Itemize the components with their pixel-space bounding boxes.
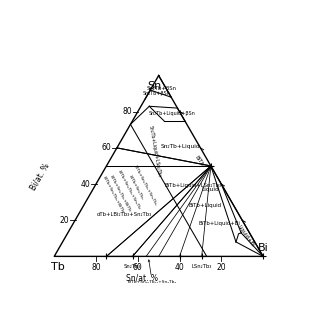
Text: 60: 60 (133, 263, 143, 272)
Text: BiTb+Liquid+LSn₂Tb₃: BiTb+Liquid+LSn₂Tb₃ (164, 183, 222, 188)
Text: 20: 20 (60, 216, 69, 225)
Text: 60: 60 (101, 143, 111, 152)
Text: Sn₂Tb+Liquid: Sn₂Tb+Liquid (161, 144, 200, 148)
Text: BiTb+Sn₂Tb₃: BiTb+Sn₂Tb₃ (127, 174, 144, 201)
Text: Sn/at. %: Sn/at. % (126, 274, 158, 283)
Text: 80: 80 (91, 263, 101, 272)
Text: Sn: Sn (148, 81, 162, 92)
Text: Bi: Bi (258, 243, 268, 253)
Text: BiTb+Sn₂Tb₃+Sn₂Tb: BiTb+Sn₂Tb₃+Sn₂Tb (116, 169, 140, 210)
Text: BiTb+Liquid+Bi: BiTb+Liquid+Bi (198, 221, 240, 226)
Text: Liquid+Bi: Liquid+Bi (236, 224, 255, 247)
Text: 40: 40 (80, 180, 90, 188)
Text: Sn₂Tb+βSn: Sn₂Tb+βSn (147, 86, 177, 91)
Text: αTb+LBi₂Tb₃+Sn₂Tb₃: αTb+LBi₂Tb₃+Sn₂Tb₃ (97, 212, 152, 217)
Text: BiTb: BiTb (194, 154, 205, 167)
Text: 40: 40 (175, 263, 184, 272)
Text: Bi/at. %: Bi/at. % (28, 162, 51, 192)
Text: BiTb+Sn₅Tb₃+BiTb: BiTb+Sn₅Tb₃+BiTb (101, 176, 124, 214)
Text: Sn₂Tb+Liquid+βSn: Sn₂Tb+Liquid+βSn (149, 111, 196, 116)
Text: BiTb+Sn₂Tb₃+Sn₂Tb₂: BiTb+Sn₂Tb₃+Sn₂Tb₂ (132, 165, 157, 207)
Text: Sn₂Tb+βSn: Sn₂Tb+βSn (142, 91, 170, 96)
Text: BiTb+Sn₁₀Tb₁₁+Sn₄Tb₃: BiTb+Sn₁₀Tb₁₁+Sn₄Tb₃ (128, 260, 177, 284)
Text: BiTb+Sn₂Tb₂+BiTb: BiTb+Sn₂Tb₂+BiTb (109, 174, 132, 212)
Text: 20: 20 (217, 263, 226, 272)
Text: Sn₂Tb₃: Sn₂Tb₃ (124, 264, 141, 269)
Text: BiTb+Liquid: BiTb+Liquid (188, 203, 221, 208)
Text: Tb: Tb (52, 262, 65, 272)
Text: Sn₂Tb+Liquid+LSn₂Tb₃: Sn₂Tb+Liquid+LSn₂Tb₃ (148, 125, 162, 178)
Text: LSn₂Tb₃: LSn₂Tb₃ (191, 264, 212, 269)
Text: Liquid: Liquid (201, 187, 219, 192)
Text: 80: 80 (122, 107, 132, 116)
